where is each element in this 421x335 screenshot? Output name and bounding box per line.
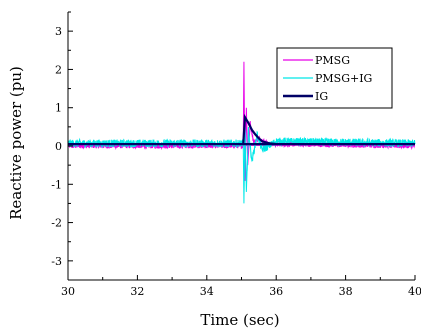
y-tick-label: 2: [55, 63, 62, 76]
series-line-ig: [68, 113, 415, 146]
legend-label: PMSG: [315, 54, 350, 67]
legend: PMSG PMSG+IG IG: [276, 47, 393, 109]
series-line-pmsg-ig: [67, 123, 416, 204]
x-tick-label: 38: [339, 285, 353, 298]
series-layer: [67, 61, 416, 204]
legend-label: PMSG+IG: [315, 72, 372, 85]
y-tick-label: -2: [51, 217, 62, 230]
x-tick-label: 32: [130, 285, 144, 298]
x-axis-label: Time (sec): [200, 311, 279, 329]
x-tick-label: 40: [408, 285, 421, 298]
x-tick-label: 36: [269, 285, 283, 298]
y-tick-label: 3: [55, 25, 62, 38]
y-axis-label: Reactive power (pu): [7, 66, 25, 220]
y-tick-label: -3: [51, 255, 62, 268]
y-tick-label: 0: [55, 140, 62, 153]
x-tick-label: 34: [200, 285, 214, 298]
y-tick-label: -1: [51, 178, 62, 191]
y-tick-label: 1: [55, 102, 62, 115]
x-tick-label: 30: [61, 285, 75, 298]
legend-label: IG: [315, 90, 328, 103]
